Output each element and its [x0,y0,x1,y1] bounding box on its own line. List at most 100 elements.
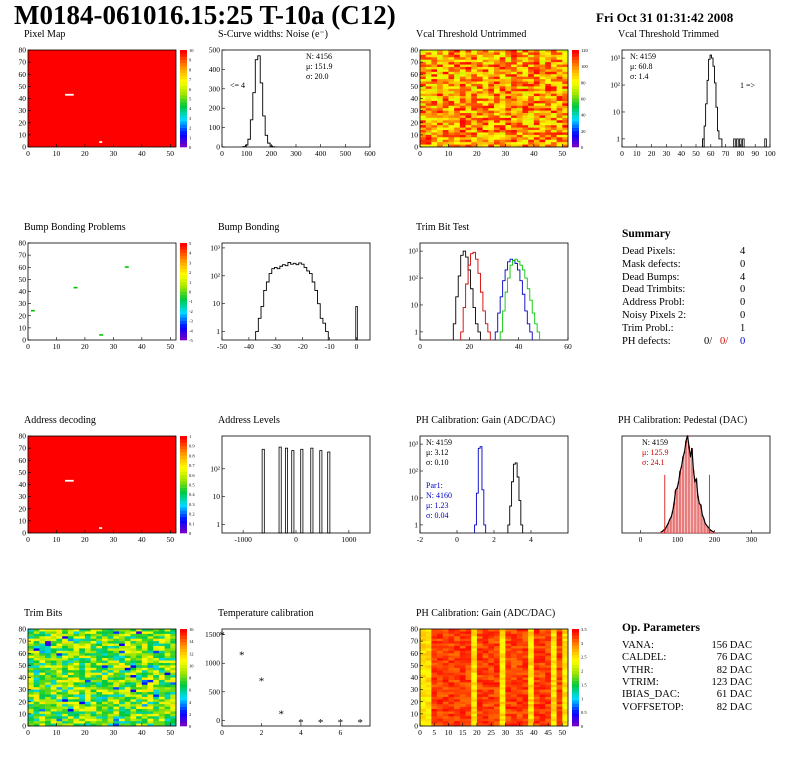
y-tick-label: 10³ [610,54,621,63]
y-tick-label: 60 [411,649,419,658]
colorbar-tick-label: 20 [581,129,586,134]
op-param-value: 82 DAC [716,701,752,713]
x-tick-label: -20 [298,342,308,351]
spike-bar [291,450,295,534]
y-tick-label: 10 [411,493,419,502]
x-tick-label: 50 [167,149,175,158]
dead-pixel [67,479,71,482]
colorbar [572,50,579,148]
x-tick-label: 500 [340,149,352,158]
data-point: * [239,650,245,662]
ph-gain-series [474,446,487,533]
y-tick-label: 50 [19,82,27,91]
x-tick-label: 10 [53,728,61,737]
data-point: * [219,630,225,642]
y-tick-label: 20 [411,697,419,706]
op-param-label: CALDEL: [622,652,667,664]
x-tick-label: 60 [707,149,715,158]
y-tick-label: 80 [19,46,27,55]
summary-row-value: 1 [740,322,746,334]
y-tick-label: 80 [19,239,27,248]
summary-row-label: Dead Pixels: [622,246,676,257]
dead-pixel [70,93,74,96]
y-tick-label: 1500 [205,630,220,639]
x-tick-label: 30 [502,149,510,158]
plot-frame [221,435,371,534]
underflow-label: <= 4 [230,81,245,90]
scurve-series [242,55,276,148]
colorbar-tick-label: 1 [189,434,191,439]
x-tick-label: 40 [530,728,538,737]
colorbar-tick-label: 10 [189,663,194,668]
colorbar-tick-label: 7 [189,77,192,82]
y-tick-label: 70 [19,444,27,453]
colorbar-tick-label: 4 [189,700,192,705]
defect-mark [30,309,35,312]
summary-row-label: Mask defects: [622,258,681,270]
summary-row-value: 0 [740,297,746,309]
op-param-value: 61 DAC [716,689,752,701]
y-tick-label: 0 [216,716,220,725]
x-tick-label: 0 [639,535,643,544]
summary-row-value: 4 [740,271,746,283]
trim-bit-test-series [499,258,541,340]
x-tick-label: 0 [620,149,624,158]
x-tick-label: 400 [315,149,327,158]
colorbar [180,243,187,341]
ph-defects-v3: 0 [740,336,746,347]
spike-bar [764,138,767,148]
spike-bar [702,138,705,148]
x-tick-label: 40 [138,728,146,737]
x-tick-label: 0 [220,149,224,158]
data-point: * [278,708,284,720]
y-tick-label: 10³ [210,243,221,252]
trim-bits-chart: 0 2 4 6 8 10 12 14 16 0 10 20 30 40 50 0 10 20 30 40 50 60 70 8… [19,625,195,738]
y-tick-label: 0 [22,722,26,731]
stat-text: N: 4159 [642,438,668,447]
y-tick-label: 10² [408,274,419,283]
y-tick-label: 80 [19,625,27,634]
colorbar [180,50,187,148]
colorbar-tick-label: 2 [189,270,191,275]
x-tick-label: 40 [677,149,685,158]
x-tick-label: 0 [418,342,422,351]
y-tick-label: 40 [411,94,419,103]
x-tick-label: 600 [364,149,376,158]
ph-gain-series [507,462,524,533]
y-tick-label: 70 [411,58,419,67]
dead-pixel [99,141,103,143]
x-tick-label: 30 [110,342,118,351]
x-tick-label: 20 [81,149,89,158]
spike-bar [310,447,314,534]
stat2-text: Par1: [426,481,443,490]
x-tick-label: 50 [167,728,175,737]
x-tick-label: 25 [487,728,495,737]
y-tick-label: 0 [216,143,220,152]
x-tick-label: 50 [167,342,175,351]
y-tick-label: 10² [610,81,621,90]
stat-text: σ: 1.4 [630,72,649,81]
colorbar-tick-label: 0.5 [189,483,195,488]
y-tick-label: 10 [411,300,419,309]
colorbar-tick-label: 60 [581,97,586,102]
colorbar-tick-label: 3.5 [581,627,587,632]
y-tick-label: 300 [209,84,221,93]
heatmap-cells [420,50,569,148]
colorbar-tick-label: 0.6 [189,473,195,478]
plot-frame [221,628,371,727]
x-tick-label: 30 [663,149,671,158]
y-tick-label: 40 [411,673,419,682]
x-tick-label: 5 [432,728,436,737]
y-tick-label: 20 [19,311,27,320]
spike-bar [742,138,745,148]
colorbar-tick-label: 0 [581,724,584,729]
x-tick-label: -10 [325,342,335,351]
x-tick-label: -40 [244,342,254,351]
stat-text: μ: 60.8 [630,62,653,71]
colorbar-tick-label: 2 [189,126,191,131]
plot-frame [419,242,569,341]
colorbar-tick-label: 4 [189,251,192,256]
